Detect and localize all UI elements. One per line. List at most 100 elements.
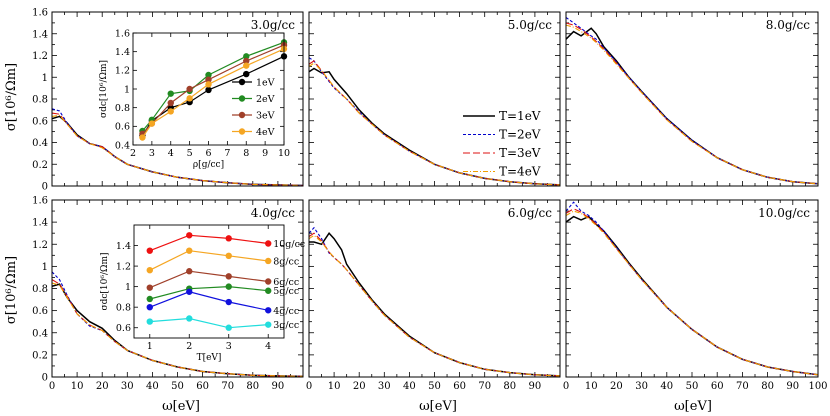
series-line-T=1eV [566, 215, 818, 376]
y-tick-label: 0 [42, 182, 48, 193]
inset-legend-marker-2eV [238, 95, 246, 102]
inset-end-label-4g/cc: 4g/cc [273, 306, 299, 317]
inset-y-tick-label: 1 [124, 84, 130, 95]
inset-point-6g/cc [146, 284, 153, 291]
x-tick-label: 20 [96, 381, 109, 392]
panel-frame [565, 199, 819, 378]
x-tick-label: 80 [246, 381, 259, 392]
inset-point-2eV [243, 53, 250, 60]
inset-end-label-5g/cc: 5g/cc [273, 286, 299, 297]
series-group [566, 16, 818, 185]
x-tick-label: 20 [610, 381, 623, 392]
inset-series-line-5g/cc [149, 285, 269, 300]
x-tick-label: 80 [503, 381, 516, 392]
y-tick-label: 0.4 [32, 138, 48, 149]
inset-y-tick-label: 1 [125, 282, 131, 293]
inset-end-label-10g/cc: 10g/cc [273, 239, 305, 250]
x-axis-label-middle: ω[eV] [419, 399, 457, 414]
inset-legend-label-2eV: 2eV [256, 94, 275, 105]
inset-point-10g/cc [225, 235, 232, 242]
density-label: 8.0g/cc [766, 18, 811, 32]
density-label: 4.0g/cc [251, 206, 296, 220]
x-axis-label-right: ω[eV] [674, 399, 712, 414]
inset-point-1eV [205, 86, 212, 94]
inset-point-4eV [167, 108, 174, 115]
x-tick-label: 60 [453, 381, 466, 392]
inset-point-6g/cc [186, 268, 193, 275]
legend-label-T=3eV: T=3eV [499, 146, 541, 160]
series-line-T=4eV [309, 62, 560, 186]
inset-y-tick-label: 0.8 [116, 302, 131, 313]
series-group [52, 108, 303, 186]
inset-density: 2 3 4 5 6 7 8 9 10 0.4 0.6 0.8 1 1.2 1.4 1.6 σdc[10⁶/Ωm]… [99, 28, 290, 170]
inset-point-4g/cc [265, 307, 272, 314]
inset-series-line-4g/cc [149, 291, 269, 311]
inset-x-axis-label: T[eV] [197, 353, 222, 363]
inset-series-line-8g/cc [149, 250, 269, 271]
density-label: 5.0g/cc [508, 18, 553, 32]
inset-point-3eV [167, 99, 174, 107]
series-line-T=3eV [566, 208, 818, 376]
series-line-T=2eV [566, 16, 818, 185]
inset-point-4g/cc [146, 303, 153, 311]
inset-point-4g/cc [186, 288, 193, 295]
inset-y-tick-label: 0.6 [116, 323, 131, 334]
inset-point-6g/cc [265, 278, 272, 285]
inset-point-3g/cc [265, 321, 272, 328]
x-tick-label: 0 [563, 381, 569, 392]
x-tick-label: 50 [171, 381, 184, 392]
series-line-T=4eV [566, 210, 818, 376]
x-tick-label: 20 [353, 381, 366, 392]
y-tick-label: 0 [42, 373, 48, 384]
x-axis-label-left: ω[eV] [162, 399, 200, 414]
y-tick-label: 0.8 [32, 95, 48, 106]
inset-x-tick-label: 10 [278, 148, 290, 159]
inset-x-tick-label: 4 [265, 341, 271, 352]
inset-point-4eV [148, 120, 156, 127]
x-tick-label: 10 [71, 381, 84, 392]
inset-point-3eV [186, 85, 193, 93]
inset-point-8g/cc [186, 247, 193, 254]
inset-frame [133, 224, 285, 339]
inset-point-3g/cc [225, 324, 232, 331]
inset-x-tick-label: 6 [205, 148, 211, 159]
x-tick-label: 90 [786, 381, 799, 392]
inset-y-tick-label: 1.4 [116, 241, 131, 252]
density-label: 10.0g/cc [758, 206, 810, 220]
inset-y-tick-label: 0.4 [115, 140, 130, 151]
x-tick-label: 10 [585, 381, 598, 392]
inset-legend-label-4eV: 4eV [256, 127, 275, 138]
inset-point-10g/cc [265, 240, 272, 247]
y-tick-label: 1.2 [32, 240, 48, 251]
series-line-T=2eV [309, 226, 560, 377]
inset-x-tick-label: 8 [243, 148, 249, 159]
density-label: 3.0g/cc [251, 18, 296, 32]
panel-frame [51, 11, 304, 187]
inset-series-line-10g/cc [149, 234, 269, 252]
x-tick-label: 40 [660, 381, 673, 392]
inset-legend-marker-4eV [238, 128, 246, 135]
x-tick-label: 70 [478, 381, 491, 392]
y-tick-label: 1.2 [32, 51, 48, 62]
y-tick-label: 1.4 [32, 29, 48, 40]
y-tick-label: 0.4 [32, 328, 48, 339]
inset-point-5g/cc [225, 283, 232, 290]
x-tick-label: 0 [49, 381, 55, 392]
inset-point-4eV [186, 95, 193, 102]
inset-point-4g/cc [225, 298, 232, 306]
series-line-T=1eV [566, 27, 818, 185]
inset-x-tick-label: 1 [147, 341, 153, 352]
inset-y-tick-label: 0.6 [115, 122, 130, 133]
inset-point-8g/cc [265, 257, 272, 265]
inset-point-4eV [243, 62, 250, 69]
x-tick-label: 30 [378, 381, 391, 392]
inset-x-tick-label: 2 [186, 341, 192, 352]
series-line-T=4eV [52, 282, 303, 377]
inset-point-6g/cc [225, 273, 232, 280]
panel-5.0g/cc: 5.0g/cc [308, 11, 561, 187]
y-tick-label: 1 [42, 73, 48, 84]
inset-series-line-3g/cc [149, 317, 269, 329]
series-group [52, 271, 303, 377]
inset-x-tick-label: 3 [149, 148, 155, 159]
x-tick-label: 100 [808, 381, 827, 392]
